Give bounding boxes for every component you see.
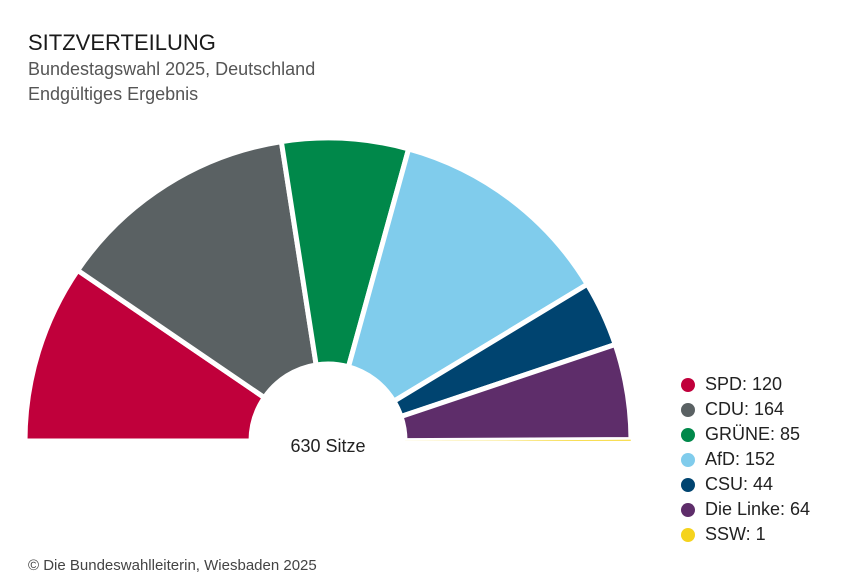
legend-label: AfD: 152 [705, 449, 776, 469]
legend-item-afd: AfD: 152 [681, 447, 810, 472]
legend-item-die-linke: Die Linke: 64 [681, 497, 810, 522]
legend-swatch [681, 477, 695, 492]
legend-swatch [681, 502, 695, 517]
legend-swatch [681, 377, 695, 392]
legend-swatch [681, 527, 695, 542]
legend-item-grüne: GRÜNE: 85 [681, 422, 810, 447]
legend-label: SPD: 120 [705, 374, 783, 394]
legend-swatch [681, 452, 695, 467]
legend-label: SSW: 1 [705, 524, 766, 544]
legend-item-spd: SPD: 120 [681, 372, 810, 397]
legend-item-cdu: CDU: 164 [681, 397, 810, 422]
legend-label: CSU: 44 [705, 474, 774, 494]
slice-afd [345, 145, 591, 405]
chart-subtitle: Bundestagswahl 2025, Deutschland [28, 59, 316, 79]
chart-subtitle-status: Endgültiges Ergebnis [28, 84, 199, 104]
legend-label: GRÜNE: 85 [705, 424, 801, 444]
slice-ssw [404, 439, 632, 442]
chart-title: SITZVERTEILUNG [28, 30, 216, 55]
legend-label: CDU: 164 [705, 399, 785, 419]
legend-swatch [681, 427, 695, 442]
source-footer: © Die Bundeswahlleiterin, Wiesbaden 2025 [28, 557, 317, 574]
legend: SPD: 120 CDU: 164 GRÜNE: 85 AfD: 152 CSU: 44… [681, 372, 810, 547]
legend-item-csu: CSU: 44 [681, 472, 810, 497]
legend-item-ssw: SSW: 1 [681, 522, 810, 547]
legend-swatch [681, 402, 695, 417]
slice-spd [22, 266, 268, 444]
legend-label: Die Linke: 64 [705, 499, 811, 519]
center-label: 630 Sitze [290, 436, 365, 456]
slice-cdu [74, 138, 319, 402]
